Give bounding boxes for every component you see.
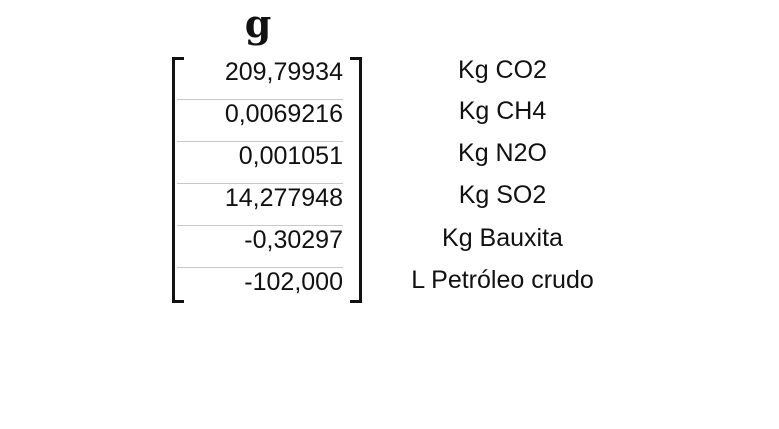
unit-label-1: Kg CO2: [458, 56, 547, 84]
matrix-cell-2: 0,0069216: [177, 100, 343, 142]
unit-label-6: L Petróleo crudo: [411, 266, 594, 294]
vector-label-g: g: [244, 1, 272, 46]
matrix-cell-1: 209,79934: [177, 58, 343, 100]
matrix-cell-3: 0,001051: [177, 142, 343, 184]
unit-label-4: Kg SO2: [458, 181, 547, 209]
matrix-cell-6: -102,000: [244, 268, 343, 296]
matrix: 209,79934 0,0069216 0,001051 14,277948 -…: [172, 57, 362, 303]
unit-label-5: Kg Bauxita: [442, 224, 563, 252]
unit-label-2: Kg CH4: [458, 97, 547, 125]
matrix-cell-4: 14,277948: [177, 184, 343, 226]
left-bracket: [172, 57, 184, 303]
right-bracket: [350, 57, 362, 303]
matrix-cell-5: -0,30297: [177, 226, 343, 268]
unit-label-3: Kg N2O: [458, 139, 547, 167]
